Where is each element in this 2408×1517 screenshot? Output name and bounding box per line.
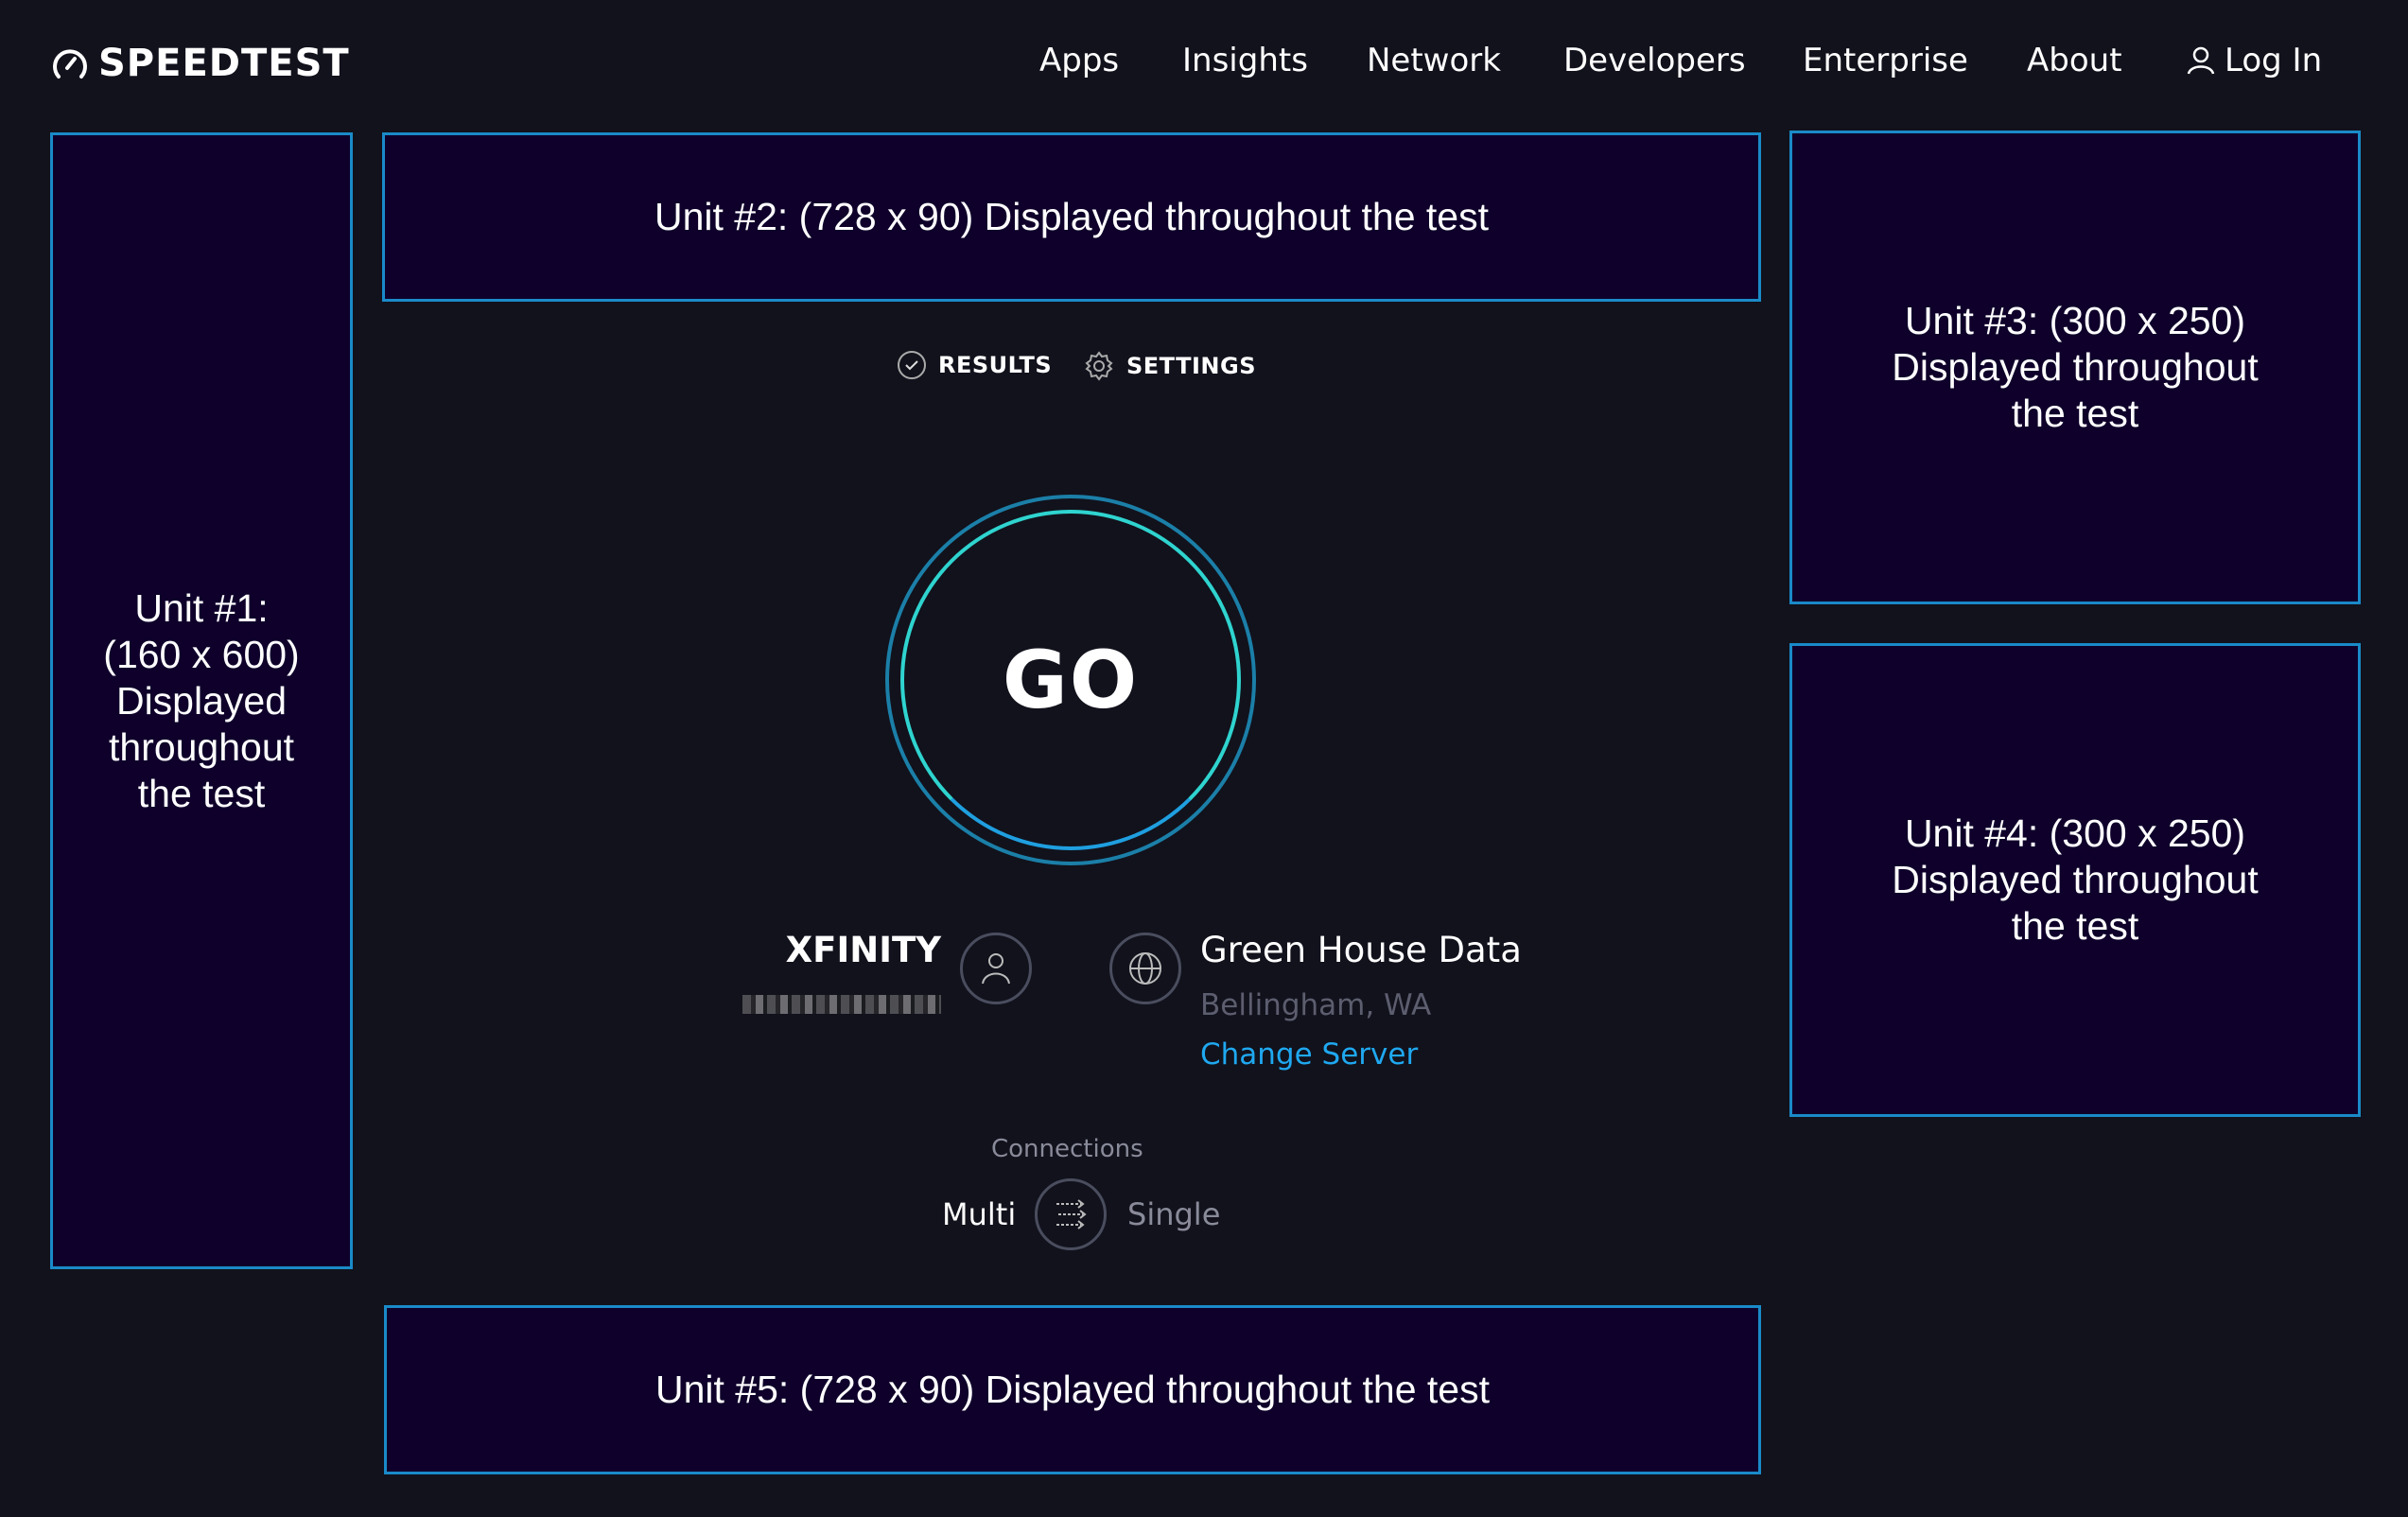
isp-name: XFINITY: [785, 930, 941, 970]
server-ring[interactable]: [1109, 933, 1181, 1004]
login-link[interactable]: Log In: [2187, 42, 2322, 79]
ad-unit-4[interactable]: Unit #4: (300 x 250) Displayed throughou…: [1789, 643, 2361, 1117]
connections-multi[interactable]: Multi: [942, 1196, 1017, 1232]
tab-settings[interactable]: SETTINGS: [1083, 350, 1256, 382]
go-button[interactable]: GO: [900, 510, 1241, 850]
ad-unit-5[interactable]: Unit #5: (728 x 90) Displayed throughout…: [384, 1305, 1761, 1474]
server-location: Bellingham, WA: [1200, 988, 1432, 1022]
tab-results[interactable]: RESULTS: [897, 350, 1052, 380]
isp-ring: [960, 933, 1032, 1004]
server-name: Green House Data: [1200, 930, 1522, 970]
tab-results-label: RESULTS: [938, 352, 1053, 378]
nav-network[interactable]: Network: [1367, 42, 1501, 79]
speedtest-logo[interactable]: SPEEDTEST: [51, 42, 350, 85]
connections-toggle[interactable]: [1035, 1178, 1107, 1250]
logo-text: SPEEDTEST: [98, 42, 350, 85]
nav-enterprise[interactable]: Enterprise: [1803, 42, 1968, 79]
multi-arrows-icon: [1056, 1199, 1087, 1229]
ad-unit-3[interactable]: Unit #3: (300 x 250) Displayed throughou…: [1789, 131, 2361, 604]
user-icon: [982, 953, 1010, 985]
connections-single[interactable]: Single: [1127, 1196, 1221, 1232]
gauge-icon: [53, 49, 87, 78]
nav-developers[interactable]: Developers: [1563, 42, 1746, 79]
nav-about[interactable]: About: [2027, 42, 2122, 79]
gear-icon: [1085, 351, 1113, 381]
nav-apps[interactable]: Apps: [1039, 42, 1120, 79]
connections-label: Connections: [991, 1135, 1143, 1163]
check-circle-icon: [898, 351, 926, 379]
ad-unit-2[interactable]: Unit #2: (728 x 90) Displayed throughout…: [382, 132, 1761, 302]
nav-insights[interactable]: Insights: [1182, 42, 1308, 79]
tab-settings-label: SETTINGS: [1126, 353, 1256, 379]
globe-icon: [1129, 952, 1161, 985]
go-outer-ring: [885, 495, 1256, 865]
user-icon: [2187, 46, 2215, 75]
ad-unit-1[interactable]: Unit #1: (160 x 600) Displayed throughou…: [50, 132, 353, 1269]
go-label: GO: [1002, 634, 1140, 726]
change-server-link[interactable]: Change Server: [1200, 1037, 1419, 1072]
login-label: Log In: [2225, 42, 2323, 79]
redacted-ip-address: [742, 995, 941, 1014]
